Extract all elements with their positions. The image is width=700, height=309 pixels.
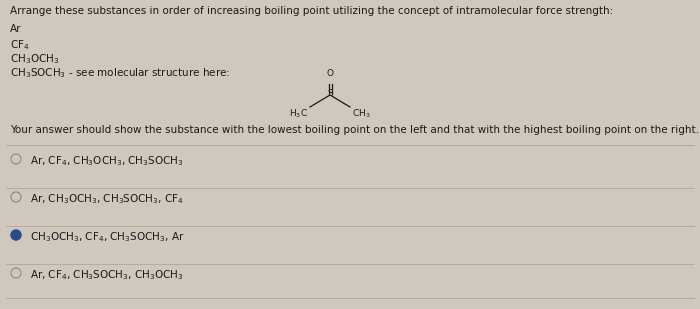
Text: Your answer should show the substance with the lowest boiling point on the left : Your answer should show the substance wi… — [10, 125, 699, 135]
Text: CH$_3$: CH$_3$ — [352, 108, 370, 121]
Text: Ar: Ar — [10, 24, 22, 34]
Text: H$_3$C: H$_3$C — [289, 108, 308, 121]
Text: CH$_3$SOCH$_3$ - see molecular structure here:: CH$_3$SOCH$_3$ - see molecular structure… — [10, 66, 230, 80]
Text: Ar, CH$_3$OCH$_3$, CH$_3$SOCH$_3$, CF$_4$: Ar, CH$_3$OCH$_3$, CH$_3$SOCH$_3$, CF$_4… — [30, 192, 184, 206]
Text: Arrange these substances in order of increasing boiling point utilizing the conc: Arrange these substances in order of inc… — [10, 6, 613, 16]
Circle shape — [11, 230, 21, 240]
Text: S: S — [327, 90, 333, 99]
Text: CH$_3$OCH$_3$: CH$_3$OCH$_3$ — [10, 52, 60, 66]
Text: Ar, CF$_4$, CH$_3$OCH$_3$, CH$_3$SOCH$_3$: Ar, CF$_4$, CH$_3$OCH$_3$, CH$_3$SOCH$_3… — [30, 154, 183, 168]
Text: O: O — [326, 69, 333, 78]
Text: CH$_3$OCH$_3$, CF$_4$, CH$_3$SOCH$_3$, Ar: CH$_3$OCH$_3$, CF$_4$, CH$_3$SOCH$_3$, A… — [30, 230, 185, 244]
Text: Ar, CF$_4$, CH$_3$SOCH$_3$, CH$_3$OCH$_3$: Ar, CF$_4$, CH$_3$SOCH$_3$, CH$_3$OCH$_3… — [30, 268, 183, 282]
Text: CF$_4$: CF$_4$ — [10, 38, 29, 52]
